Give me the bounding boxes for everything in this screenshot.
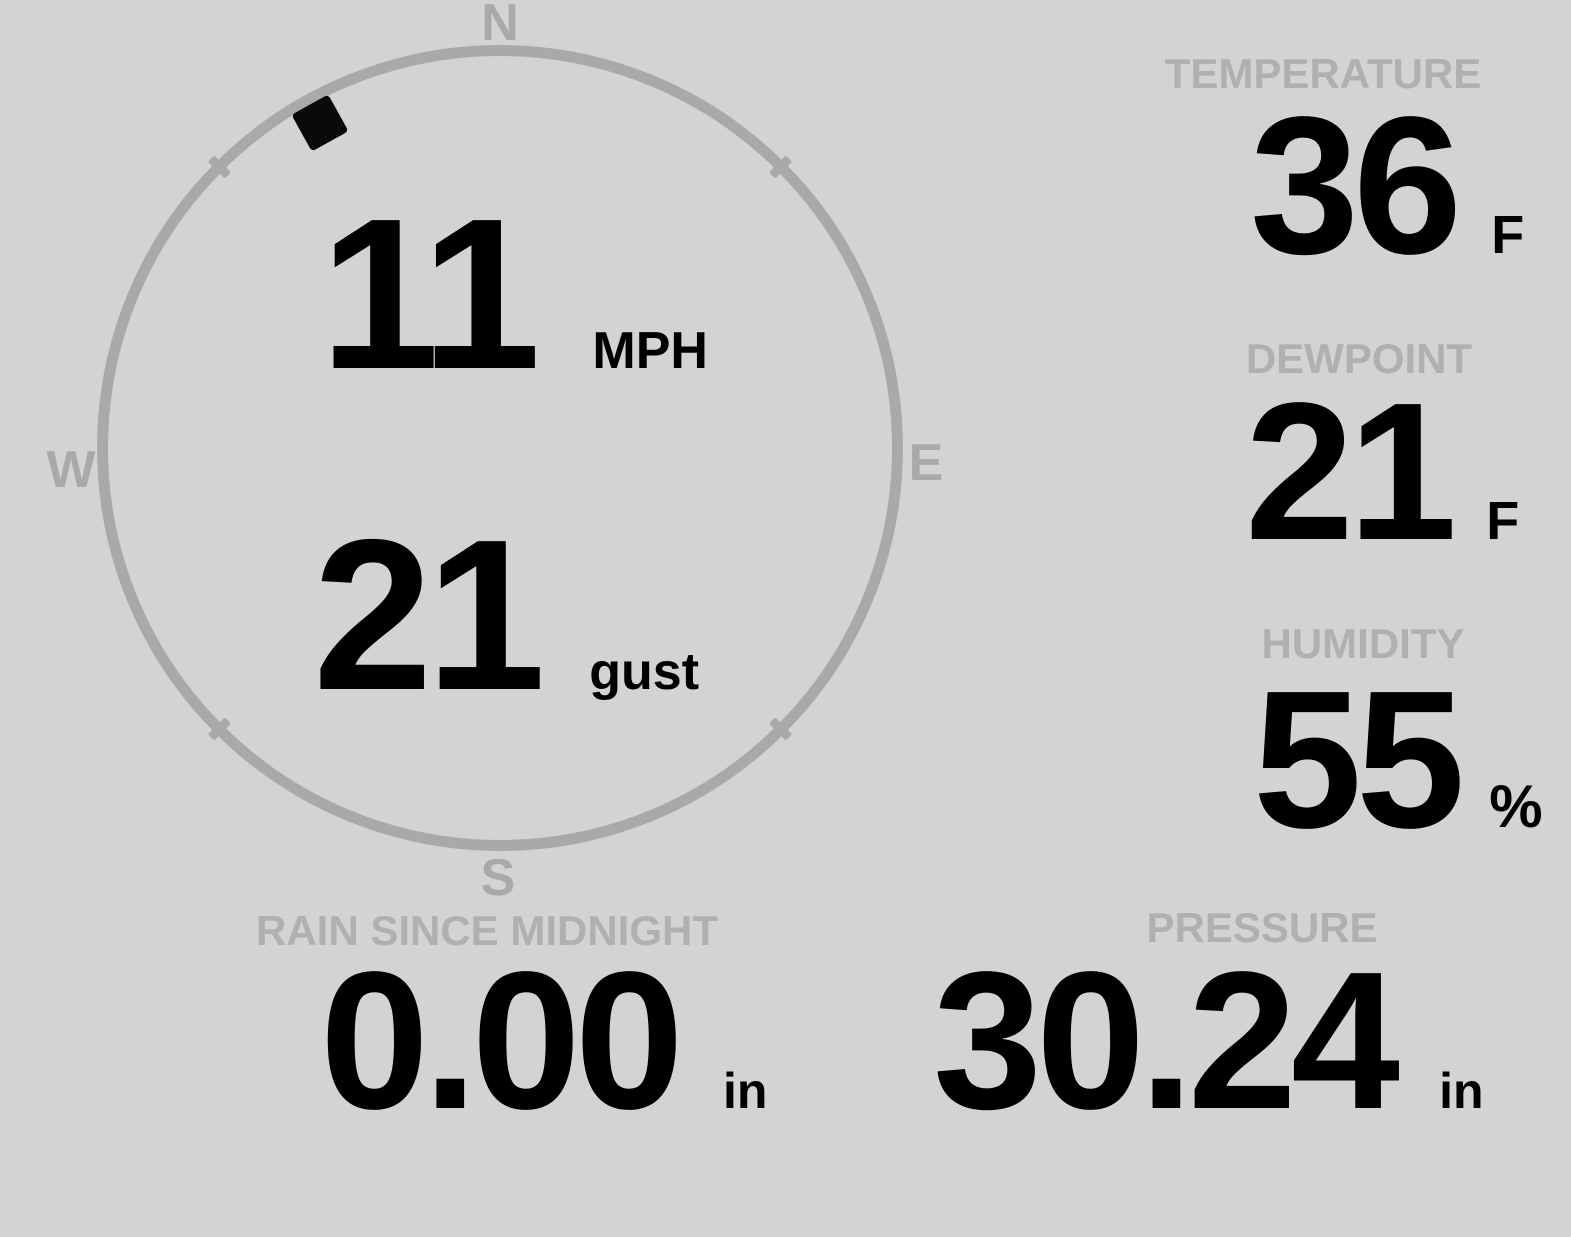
temperature-value: 36 <box>1250 76 1462 295</box>
pressure-label: PRESSURE <box>1146 904 1378 951</box>
pressure-unit: in <box>1439 1063 1484 1119</box>
humidity-value: 55 <box>1253 650 1465 869</box>
wind-gust-value: 21 <box>313 494 546 735</box>
wind-speed-value: 11 <box>320 173 541 414</box>
dewpoint-value: 21 <box>1245 362 1457 581</box>
compass-cardinal-south: S <box>480 849 516 907</box>
rain-value: 0.00 <box>320 931 684 1150</box>
rain-label: RAIN SINCE MIDNIGHT <box>256 907 718 954</box>
rain-unit: in <box>722 1063 768 1119</box>
wind-speed-unit: MPH <box>592 322 708 380</box>
compass-cardinal-east: E <box>908 434 944 492</box>
dewpoint-unit: F <box>1486 491 1520 551</box>
compass-cardinal-west: W <box>46 441 96 499</box>
humidity-unit: % <box>1489 773 1543 840</box>
compass-circle <box>97 45 903 851</box>
compass-cardinal-north: N <box>481 0 519 52</box>
humidity-label: HUMIDITY <box>1261 620 1465 667</box>
pressure-value: 30.24 <box>933 931 1400 1150</box>
wind-speed-readout: 11 MPH <box>320 186 708 401</box>
temperature-readout: 36 F <box>1250 88 1524 284</box>
wind-gust-readout: 21 gust <box>313 507 699 722</box>
wind-gust-unit: gust <box>589 643 700 701</box>
rain-readout: 0.00 in <box>320 943 767 1139</box>
humidity-readout: 55 % <box>1253 662 1543 858</box>
pressure-readout: 30.24 in <box>933 943 1484 1139</box>
dewpoint-label: DEWPOINT <box>1245 335 1473 382</box>
dewpoint-readout: 21 F <box>1245 374 1519 570</box>
temperature-label: TEMPERATURE <box>1164 50 1482 97</box>
temperature-unit: F <box>1491 205 1525 265</box>
